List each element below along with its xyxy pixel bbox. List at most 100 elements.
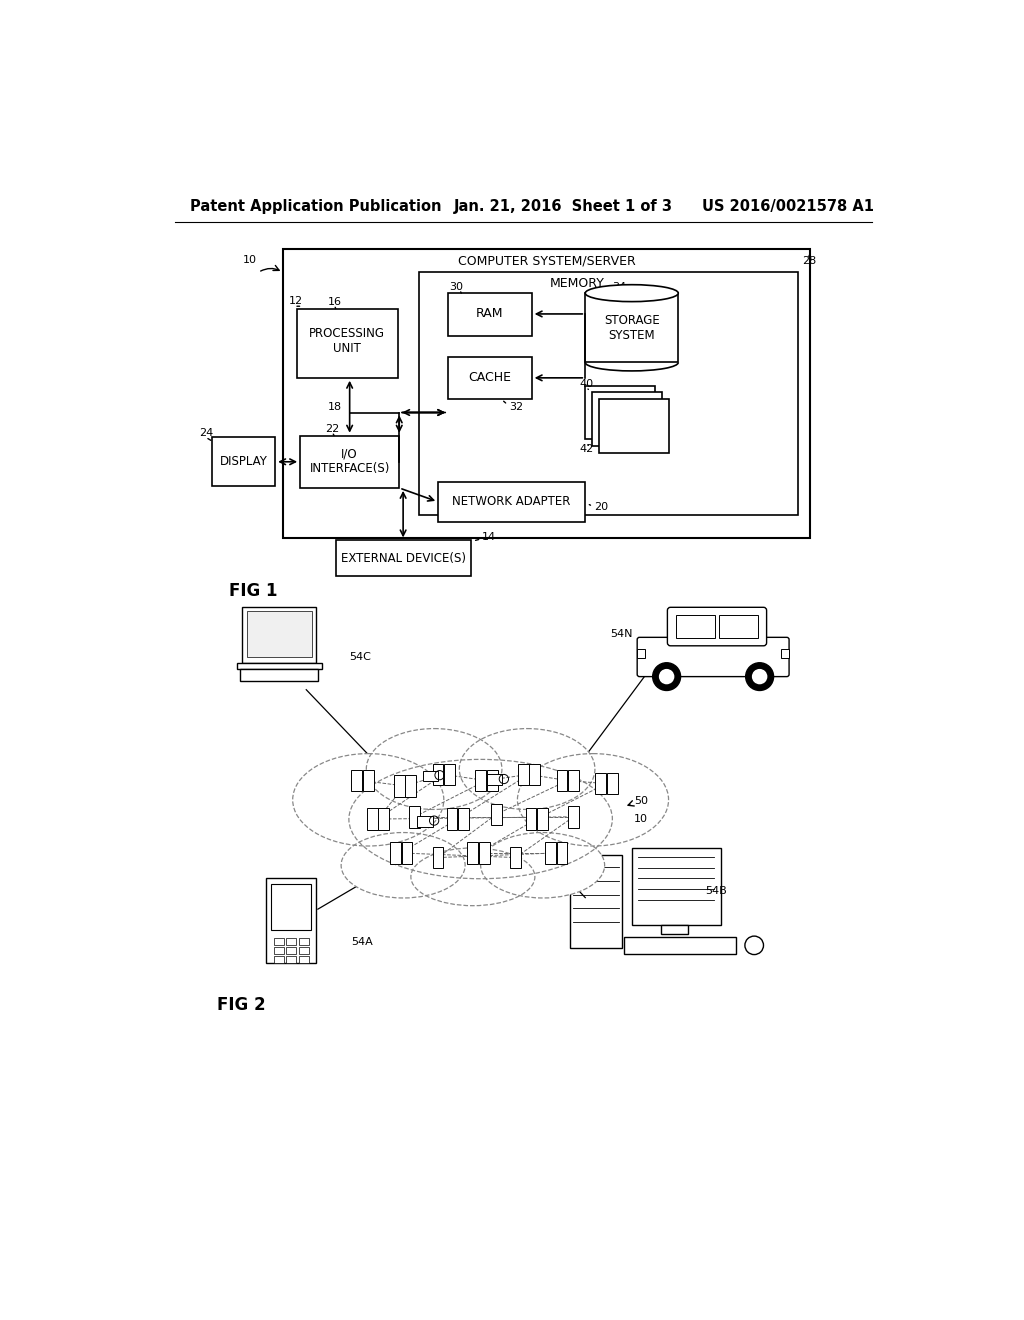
Bar: [624, 937, 736, 954]
Bar: [479, 842, 489, 863]
Bar: [446, 808, 458, 830]
Bar: [449, 293, 531, 335]
Text: PROCESSING
UNIT: PROCESSING UNIT: [309, 327, 385, 355]
Bar: [538, 808, 548, 830]
Ellipse shape: [517, 754, 669, 846]
Text: 24: 24: [200, 428, 214, 437]
Bar: [586, 385, 655, 440]
Bar: [299, 937, 308, 945]
Text: EXTERNAL DEVICE(S): EXTERNAL DEVICE(S): [341, 552, 466, 565]
Text: FIG 2: FIG 2: [217, 997, 266, 1014]
Bar: [467, 842, 478, 863]
Bar: [390, 842, 400, 863]
Text: US 2016/0021578 A1: US 2016/0021578 A1: [701, 198, 873, 214]
Text: 42: 42: [580, 445, 594, 454]
Circle shape: [752, 669, 767, 684]
Text: 20: 20: [595, 502, 608, 512]
Text: 54C: 54C: [349, 652, 371, 663]
Bar: [394, 775, 404, 797]
Text: MEMORY: MEMORY: [550, 277, 605, 289]
Bar: [286, 946, 296, 954]
Bar: [417, 816, 432, 826]
Text: 54A: 54A: [351, 937, 373, 948]
FancyBboxPatch shape: [637, 638, 790, 677]
Bar: [586, 293, 678, 363]
Text: STORAGE
SYSTEM: STORAGE SYSTEM: [604, 314, 659, 342]
Ellipse shape: [460, 729, 595, 809]
Bar: [719, 615, 758, 638]
Bar: [676, 615, 715, 638]
Bar: [247, 611, 311, 657]
Bar: [444, 763, 455, 785]
Bar: [410, 807, 420, 828]
Ellipse shape: [480, 833, 604, 898]
Bar: [242, 607, 316, 663]
Bar: [545, 842, 556, 863]
Text: 22: 22: [326, 425, 340, 434]
Bar: [432, 847, 443, 869]
Text: 16: 16: [328, 297, 342, 308]
Bar: [475, 770, 486, 791]
Text: FIG 1: FIG 1: [228, 582, 278, 601]
Bar: [632, 847, 721, 924]
Text: CACHE: CACHE: [468, 371, 511, 384]
Bar: [662, 924, 688, 933]
Circle shape: [652, 663, 681, 690]
Bar: [300, 436, 399, 488]
Bar: [423, 771, 438, 781]
Text: Jan. 21, 2016  Sheet 1 of 3: Jan. 21, 2016 Sheet 1 of 3: [454, 198, 673, 214]
Bar: [432, 763, 443, 785]
Bar: [351, 770, 362, 791]
Bar: [362, 770, 374, 791]
Bar: [297, 309, 397, 378]
Text: I/O
INTERFACE(S): I/O INTERFACE(S): [309, 447, 390, 475]
Bar: [458, 808, 469, 830]
Text: COMPUTER SYSTEM/SERVER: COMPUTER SYSTEM/SERVER: [458, 255, 635, 268]
Bar: [266, 878, 315, 964]
Bar: [510, 847, 521, 869]
Text: 34: 34: [612, 282, 627, 292]
Text: 18: 18: [328, 403, 342, 412]
Ellipse shape: [586, 285, 678, 302]
Bar: [273, 946, 284, 954]
Text: NETWORK ADAPTER: NETWORK ADAPTER: [453, 495, 570, 508]
Text: Patent Application Publication: Patent Application Publication: [190, 198, 441, 214]
Text: 14: 14: [482, 532, 497, 543]
Circle shape: [658, 669, 675, 684]
Bar: [781, 649, 790, 659]
Bar: [637, 649, 645, 659]
FancyBboxPatch shape: [668, 607, 767, 645]
Bar: [212, 437, 275, 487]
Bar: [595, 774, 606, 795]
Ellipse shape: [293, 754, 443, 846]
Text: 30: 30: [450, 282, 464, 292]
Bar: [299, 946, 308, 954]
Text: RAM: RAM: [476, 308, 504, 321]
Ellipse shape: [367, 729, 502, 809]
Bar: [486, 770, 498, 791]
Bar: [367, 808, 378, 830]
Text: 32: 32: [509, 403, 523, 412]
Ellipse shape: [349, 759, 612, 879]
Bar: [273, 937, 284, 945]
Bar: [336, 540, 471, 576]
Bar: [592, 392, 662, 446]
Bar: [241, 669, 317, 681]
Bar: [237, 663, 322, 669]
Bar: [299, 956, 308, 964]
Bar: [486, 775, 503, 785]
Bar: [286, 956, 296, 964]
Circle shape: [745, 663, 773, 690]
Bar: [401, 842, 413, 863]
Text: 12: 12: [289, 296, 302, 306]
Bar: [406, 775, 417, 797]
Bar: [557, 770, 567, 791]
Bar: [599, 400, 669, 453]
Text: 40: 40: [580, 379, 594, 389]
Text: 54N: 54N: [610, 630, 633, 639]
Bar: [568, 770, 579, 791]
Text: 10: 10: [634, 814, 648, 824]
Bar: [449, 358, 531, 400]
Text: 50: 50: [634, 796, 648, 807]
Bar: [419, 272, 799, 515]
